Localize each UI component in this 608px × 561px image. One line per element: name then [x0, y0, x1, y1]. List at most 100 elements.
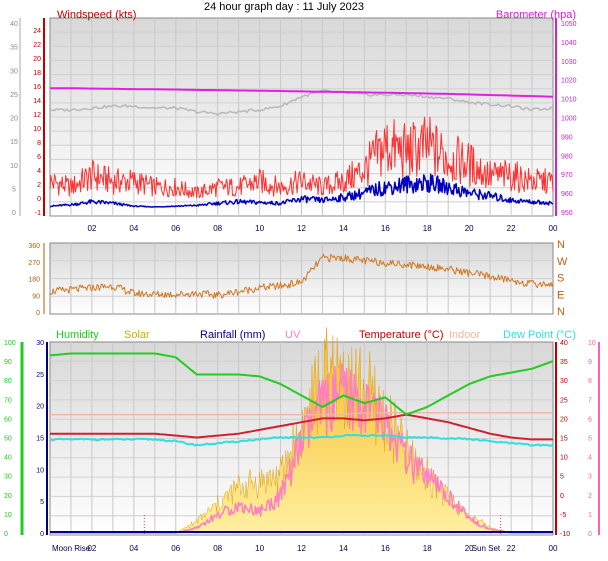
- temp-left-tick-label: 10: [36, 467, 44, 474]
- time-tick-label: 02: [87, 544, 96, 553]
- time-tick-label: 12: [297, 544, 306, 553]
- temp-right-tick-label: 35: [560, 359, 568, 366]
- uv-tick-label: 4: [588, 455, 592, 462]
- uv-tick-label: 3: [588, 474, 592, 481]
- time-tick-label: 00: [549, 224, 558, 233]
- uv-tick-label: 9: [588, 359, 592, 366]
- compass-label: W: [557, 256, 568, 268]
- temp-right-tick-label: 15: [560, 436, 568, 443]
- uv-tick-label: 7: [588, 397, 592, 404]
- wind-x-axis: 02 04 06 08 10 12 14 16 18 20 22 00: [87, 224, 558, 233]
- barometer-line: [50, 87, 554, 98]
- windspeed-tick-label: 24: [33, 28, 41, 35]
- windspeed-tick-label: 8: [37, 140, 41, 147]
- temp-series: [49, 327, 554, 535]
- barometer-axis: 1050 1040 1030 1020 1010 1000 990 980 970 960 950: [555, 18, 577, 217]
- direction-degree-label: 90: [32, 293, 40, 300]
- barometer-tick-label: 1020: [561, 78, 577, 85]
- temp-right-tick-label: 10: [560, 455, 568, 462]
- windspeed-tick-label: 4: [37, 168, 41, 175]
- barometer-tick-label: 960: [561, 191, 573, 198]
- wind-direction-line: [49, 253, 554, 299]
- wind-outer-tick-label: 15: [10, 139, 18, 146]
- windspeed-tick-label: 18: [33, 70, 41, 77]
- time-tick-label: 06: [171, 224, 180, 233]
- temp-left-tick-label: 0: [40, 531, 44, 538]
- time-tick-label: 10: [255, 544, 264, 553]
- temp-left-tick-label: 20: [36, 404, 44, 411]
- temp-right-tick-label: -5: [560, 512, 566, 519]
- direction-degree-label: 0: [36, 310, 40, 317]
- windspeed-tick-label: 6: [37, 154, 41, 161]
- windspeed-tick-label: 12: [33, 112, 41, 119]
- temp-right-axis: 40 35 30 25 20 15 10 5 0 -5 -10: [555, 340, 570, 538]
- uv-tick-label: 1: [588, 512, 592, 519]
- windspeed-tick-label: 0: [37, 196, 41, 203]
- uv-tick-label: 0: [588, 531, 592, 538]
- time-tick-label: 18: [423, 224, 432, 233]
- legend-item: Indoor: [449, 329, 481, 341]
- uv-tick-label: 6: [588, 416, 592, 423]
- barometer-tick-label: 990: [561, 134, 573, 141]
- barometer-tick-label: 950: [561, 210, 573, 217]
- windspeed-tick-label: 16: [33, 84, 41, 91]
- uv-tick-label: 10: [588, 340, 596, 347]
- barometer-grey-trace: [49, 89, 554, 116]
- direction-series: [49, 253, 554, 299]
- time-tick-label: 22: [507, 224, 516, 233]
- windspeed-tick-label: 22: [33, 42, 41, 49]
- humidity-tick-label: 50: [4, 436, 12, 443]
- humidity-tick-label: 70: [4, 397, 12, 404]
- humidity-line: [49, 352, 554, 416]
- time-tick-label: 00: [549, 544, 558, 553]
- uv-tick-label: 8: [588, 378, 592, 385]
- humidity-tick-label: 10: [4, 512, 12, 519]
- barometer-tick-label: 1040: [561, 40, 577, 47]
- wind-outer-tick-label: 5: [12, 186, 16, 193]
- wind-outer-tick-label: 10: [10, 163, 18, 170]
- legend-item: UV: [285, 329, 301, 341]
- temp-left-tick-label: 25: [36, 372, 44, 379]
- barometer-tick-label: 980: [561, 153, 573, 160]
- temp-right-tick-label: 40: [560, 340, 568, 347]
- humidity-tick-label: 100: [4, 340, 16, 347]
- legend-item: Humidity: [56, 329, 99, 341]
- wind-average-line: [49, 173, 554, 208]
- humidity-tick-label: 60: [4, 416, 12, 423]
- windspeed-tick-label: -1: [35, 210, 41, 217]
- time-tick-label: 06: [171, 544, 180, 553]
- time-tick-label: 08: [213, 544, 222, 553]
- humidity-tick-label: 90: [4, 359, 12, 366]
- windspeed-legend: Windspeed (kts): [57, 9, 136, 21]
- barometer-tick-label: 1010: [561, 97, 577, 104]
- direction-degree-label: 360: [28, 243, 40, 250]
- wind-outer-tick-label: 20: [10, 116, 18, 123]
- humidity-tick-label: 20: [4, 493, 12, 500]
- barometer-tick-label: 1030: [561, 59, 577, 66]
- compass-label: N: [557, 306, 565, 318]
- humidity-tick-label: 0: [4, 531, 8, 538]
- time-tick-label: 14: [339, 224, 348, 233]
- temp-left-tick-label: 15: [36, 436, 44, 443]
- humidity-tick-label: 30: [4, 474, 12, 481]
- legend-item: Dew Point (°C): [503, 329, 576, 341]
- temp-right-tick-label: 0: [560, 493, 564, 500]
- time-tick-label: 16: [381, 544, 390, 553]
- wind-outer-tick-label: 25: [10, 92, 18, 99]
- temp-left-axis: 30 25 20 15 10 5 0: [36, 340, 48, 538]
- direction-degree-label: 270: [28, 260, 40, 267]
- humidity-tick-label: 80: [4, 378, 12, 385]
- barometer-tick-label: 970: [561, 172, 573, 179]
- wind-series: [49, 87, 554, 208]
- compass-label: E: [557, 289, 564, 301]
- uv-tick-label: 2: [588, 493, 592, 500]
- time-tick-label: 08: [213, 224, 222, 233]
- wind-outer-tick-label: 35: [10, 45, 18, 52]
- windspeed-tick-label: 20: [33, 56, 41, 63]
